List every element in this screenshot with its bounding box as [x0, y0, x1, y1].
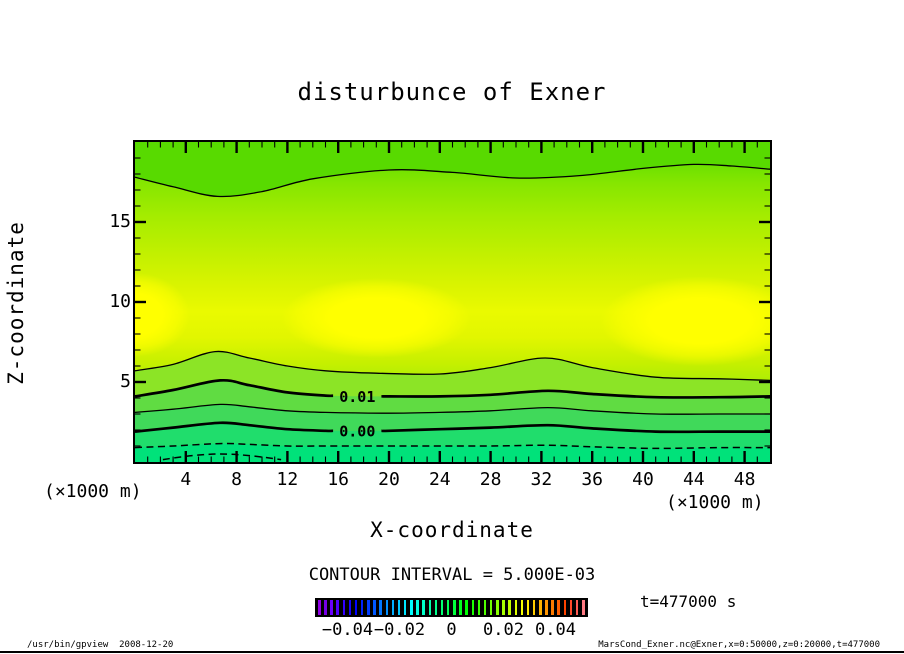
- colorbar-stripe: [342, 600, 346, 615]
- colorbar-stripe: [348, 600, 352, 615]
- x-axis-label: X-coordinate: [370, 518, 534, 542]
- x-tick-label: 48: [733, 469, 756, 490]
- contour-plot: 0.01 0.00: [135, 142, 770, 462]
- colorbar-stripe: [520, 600, 524, 615]
- colorbar-stripe: [496, 600, 499, 615]
- colorbar-stripe: [502, 600, 505, 615]
- colorbar-stripe: [545, 600, 548, 615]
- colorbar-stripe: [575, 600, 579, 615]
- axis-ticks: [135, 142, 770, 462]
- command-path-text: /usr/bin/gpview 2008-12-20: [27, 640, 174, 650]
- colorbar-stripe: [440, 600, 444, 615]
- colorbar-stripe: [532, 600, 536, 615]
- colorbar-tick-label: 0.02: [483, 620, 524, 640]
- colorbar-stripe: [477, 600, 481, 615]
- x-tick-label: 40: [632, 469, 654, 490]
- colorbar-stripe: [434, 600, 438, 615]
- x-tick-label: 8: [231, 469, 243, 490]
- colorbar-stripe: [465, 600, 468, 615]
- time-label: t=477000 s: [640, 592, 737, 611]
- colorbar-stripe: [373, 600, 376, 615]
- colorbar-stripe: [379, 600, 382, 615]
- colorbar-stripe: [324, 600, 327, 615]
- x-tick-label: 4: [180, 469, 192, 490]
- plot-frame: 0.01 0.00: [133, 140, 772, 464]
- x-tick-label: 36: [581, 469, 604, 490]
- colorbar-stripe: [551, 600, 554, 615]
- colorbar-stripe: [557, 600, 560, 615]
- colorbar-stripe: [471, 600, 475, 615]
- x-tick-label: 12: [276, 469, 299, 490]
- colorbar-tick-label: −0.02: [373, 620, 426, 640]
- bottom-border-line: [0, 651, 904, 653]
- x-tick-label: 28: [479, 469, 502, 490]
- colorbar-stripe: [539, 600, 542, 615]
- contour-labels: 0.01 0.00: [339, 388, 375, 440]
- contour-label: 0.00: [339, 422, 375, 440]
- contour-lines: [135, 163, 770, 461]
- x-tick-label: 16: [327, 469, 350, 490]
- colorbar-stripe: [330, 600, 333, 615]
- x-tick-label: 32: [530, 469, 553, 490]
- colorbar-stripe: [385, 600, 389, 615]
- colorbar-stripe: [489, 600, 493, 615]
- colorbar-stripe: [422, 600, 425, 615]
- z-tick-label: 10: [109, 291, 131, 312]
- colorbar-stripe: [453, 600, 456, 615]
- z-tick-label: 15: [109, 211, 131, 232]
- dataset-info-text: MarsCond_Exner.nc@Exner,x=0:50000,z=0:20…: [598, 640, 880, 650]
- colorbar-stripe: [360, 600, 364, 615]
- colorbar-title: CONTOUR INTERVAL = 5.000E-03: [308, 565, 596, 585]
- colorbar-stripe: [410, 600, 413, 615]
- colorbar-stripe: [367, 600, 370, 615]
- colorbar-stripe: [403, 600, 407, 615]
- colorbar-stripe: [569, 600, 573, 615]
- x-axis-unit-label: (×1000 m): [666, 492, 764, 513]
- colorbar-stripe: [483, 600, 487, 615]
- colorbar-stripe: [526, 600, 530, 615]
- colorbar-stripe: [391, 600, 395, 615]
- colorbar-stripe: [446, 600, 450, 615]
- colorbar-tick-label: 0: [446, 620, 457, 640]
- colorbar-stripe: [336, 600, 339, 615]
- z-axis-unit-label: (×1000 m): [44, 481, 142, 502]
- max-value-spots: [135, 272, 770, 367]
- z-tick-label: 5: [120, 371, 131, 392]
- colorbar-stripe: [563, 600, 567, 615]
- colorbar-stripe: [582, 600, 585, 615]
- plot-title: disturbunce of Exner: [297, 78, 607, 106]
- x-tick-label: 24: [428, 469, 451, 490]
- contour-label: 0.01: [339, 388, 375, 406]
- colorbar-stripe: [416, 600, 419, 615]
- x-tick-label: 20: [378, 469, 400, 490]
- colorbar-stripe: [428, 600, 432, 615]
- colorbar-stripe: [397, 600, 401, 615]
- tone-fill-bands: [135, 142, 770, 462]
- colorbar: [315, 598, 588, 617]
- colorbar-stripe: [354, 600, 358, 615]
- z-axis-label: Z-coordinate: [4, 221, 28, 385]
- colorbar-tick-label: −0.04: [321, 620, 374, 640]
- colorbar-stripe: [514, 600, 517, 615]
- colorbar-tick-label: 0.04: [535, 620, 576, 640]
- colorbar-stripe: [318, 600, 321, 615]
- colorbar-stripe: [508, 600, 511, 615]
- colorbar-stripe: [459, 600, 462, 615]
- x-tick-label: 44: [682, 469, 705, 490]
